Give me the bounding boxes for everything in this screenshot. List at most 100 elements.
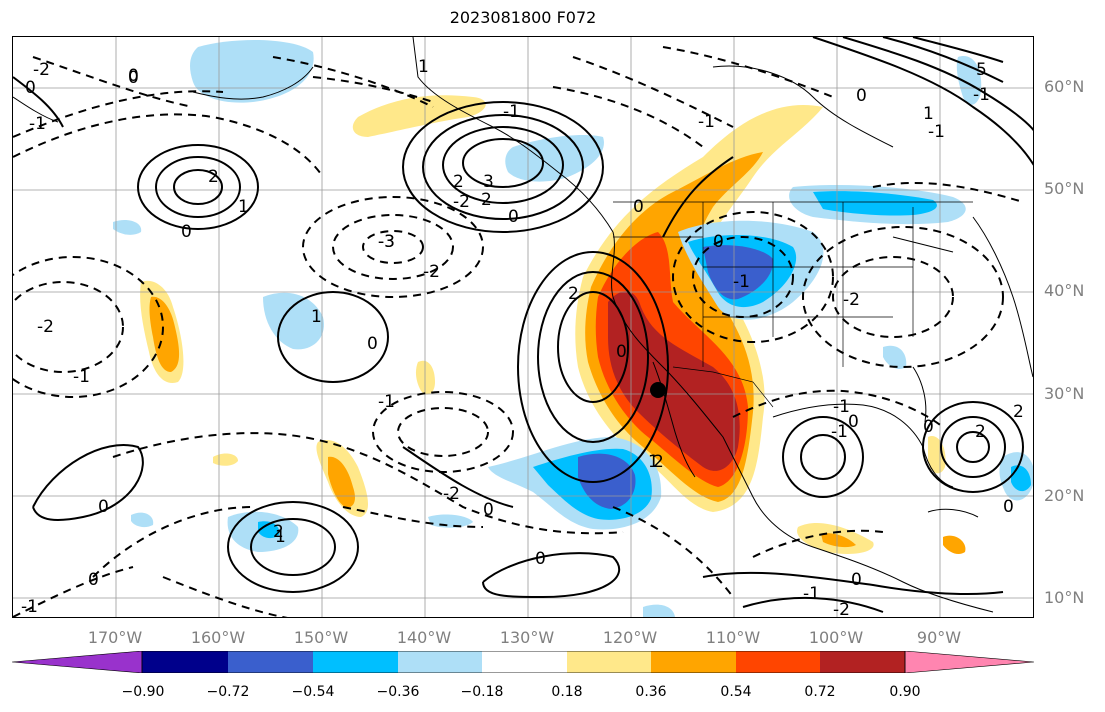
contour-mid-1: [402, 446, 514, 508]
contour-label: 0: [713, 232, 724, 252]
contour-ne-2: [842, 37, 1033, 132]
contour-high-west-us-2: [537, 271, 649, 443]
contour-low-gulf-alaska-2: [332, 214, 454, 280]
lon-label-140w: 140°W: [396, 628, 452, 647]
contour-label: 3: [483, 172, 494, 192]
lon-label-130w: 130°W: [499, 628, 555, 647]
contour-label: 0: [1003, 497, 1014, 517]
contour-high-west-us-1: [517, 251, 669, 483]
contour-neg-8: [662, 46, 834, 98]
contour-high-gulf-1: [922, 401, 1024, 493]
contour-label: 2: [453, 172, 464, 192]
colorbar-tick: 0.18: [551, 684, 583, 700]
contour-label: 0: [851, 570, 862, 590]
contour-label: 0: [923, 417, 934, 437]
contour-low-gulf-alaska-3: [362, 230, 424, 264]
contour-neg-11: [13, 566, 134, 617]
contour-neg-17: [162, 576, 288, 617]
lon-label-100w: 100°W: [808, 628, 864, 647]
contour-label: -1: [698, 112, 715, 132]
contour-neg-13: [612, 506, 734, 598]
lat-label-20n: 20°N: [1044, 486, 1085, 505]
contour-high-gulf-2: [940, 416, 1006, 478]
contour-label: 0: [98, 497, 109, 517]
contour-label: -2: [33, 60, 50, 80]
shade-cool-hawaii-sw-blue: [258, 521, 280, 539]
contour-label: 0: [483, 500, 494, 520]
contour-south-1: [702, 571, 1004, 595]
contour-low-sw-us-1: [672, 211, 834, 343]
shade-cool-south: [643, 604, 675, 617]
contour-label: -2: [833, 600, 850, 618]
coast-baja: [652, 361, 696, 478]
colorbar-tick: −0.90: [121, 684, 165, 700]
contour-neg-1: [13, 113, 324, 178]
contour-label: 0: [181, 222, 192, 242]
coast-bering: [192, 66, 314, 100]
contour-ne-1: [812, 37, 1033, 166]
contour-label: 0: [128, 68, 139, 88]
contour-label: -3: [378, 232, 395, 252]
contour-high-np-1: [137, 144, 259, 230]
contour-ne-4: [912, 37, 1004, 63]
coast-cuba: [927, 508, 979, 518]
lat-label-40n: 40°N: [1044, 281, 1085, 300]
colorbar-seg-3: [313, 651, 398, 673]
contour-label: -1: [29, 114, 46, 134]
contour-neg-15: [752, 529, 884, 558]
contour-neg-3: [32, 56, 194, 108]
lat-label-50n: 50°N: [1044, 179, 1085, 198]
contour-label: 2: [1013, 402, 1024, 422]
contour-label: -2: [453, 192, 470, 212]
borders: [613, 201, 973, 408]
figure-title: 2023081800 F072: [449, 8, 597, 27]
contour-high-gulf-3: [956, 431, 990, 463]
shade-cool-great-lakes-blue: [813, 191, 937, 216]
contour-label: -1: [73, 367, 90, 387]
colorbar-seg-5: [482, 651, 567, 673]
contour-low-sw-us-2: [692, 236, 794, 318]
colorbar-seg-0: [12, 651, 143, 673]
contour-neg-16: [872, 182, 1024, 203]
contour-ne-3: [882, 37, 1004, 83]
contour-label: 1: [311, 307, 322, 327]
contour-label: 0: [508, 207, 519, 227]
colorbar-seg-9: [820, 651, 905, 673]
contours-positive: [13, 37, 1033, 613]
coast-florida: [912, 366, 927, 423]
contour-high-hawaii: [227, 501, 359, 593]
shade-cool-baja-royal: [578, 453, 636, 509]
lon-label-110w: 110°W: [705, 628, 761, 647]
lat-label-60n: 60°N: [1044, 77, 1085, 96]
coast-alaska: [412, 37, 614, 233]
contour-high-west-us-3: [557, 291, 629, 403]
colorbar-tick: 0.90: [889, 684, 921, 700]
contour-high-central-pac: [277, 291, 389, 383]
shade-cool-alaska: [505, 135, 604, 182]
contour-label: 0: [128, 66, 139, 86]
contour-labels: 0 -2 -1 0 2 0 -1 -2 -3 -1 2 3 2 0 -1 0 -…: [21, 57, 1024, 618]
colorbar-tick: 0.54: [720, 684, 752, 700]
shade-cool-florida: [883, 345, 907, 369]
shading-layer: [113, 40, 1033, 617]
contour-label: 0: [535, 549, 546, 569]
contour-low-midpac-2: [397, 407, 489, 457]
colorbar-tick: −0.18: [460, 684, 504, 700]
colorbar-seg-2: [228, 651, 313, 673]
contour-label: 2: [208, 167, 219, 187]
colorbar-seg-8: [736, 651, 820, 673]
contour-zero-sw: [32, 444, 144, 521]
colorbar-tick: −0.36: [376, 684, 420, 700]
shade-cool-small-ne-pac: [113, 220, 142, 235]
contour-label: 0: [633, 197, 644, 217]
contour-high-np-3: [173, 169, 223, 205]
shade-darkred-plume: [608, 291, 740, 471]
contour-label: -1: [503, 102, 520, 122]
lon-label-150w: 150°W: [293, 628, 349, 647]
contour-label: 2: [481, 190, 492, 210]
colorbar-seg-6: [567, 651, 651, 673]
colorbar-seg-7: [651, 651, 736, 673]
contour-high-mexico-2: [800, 434, 846, 480]
lat-label-30n: 30°N: [1044, 384, 1085, 403]
shade-warm-small2: [213, 453, 238, 466]
